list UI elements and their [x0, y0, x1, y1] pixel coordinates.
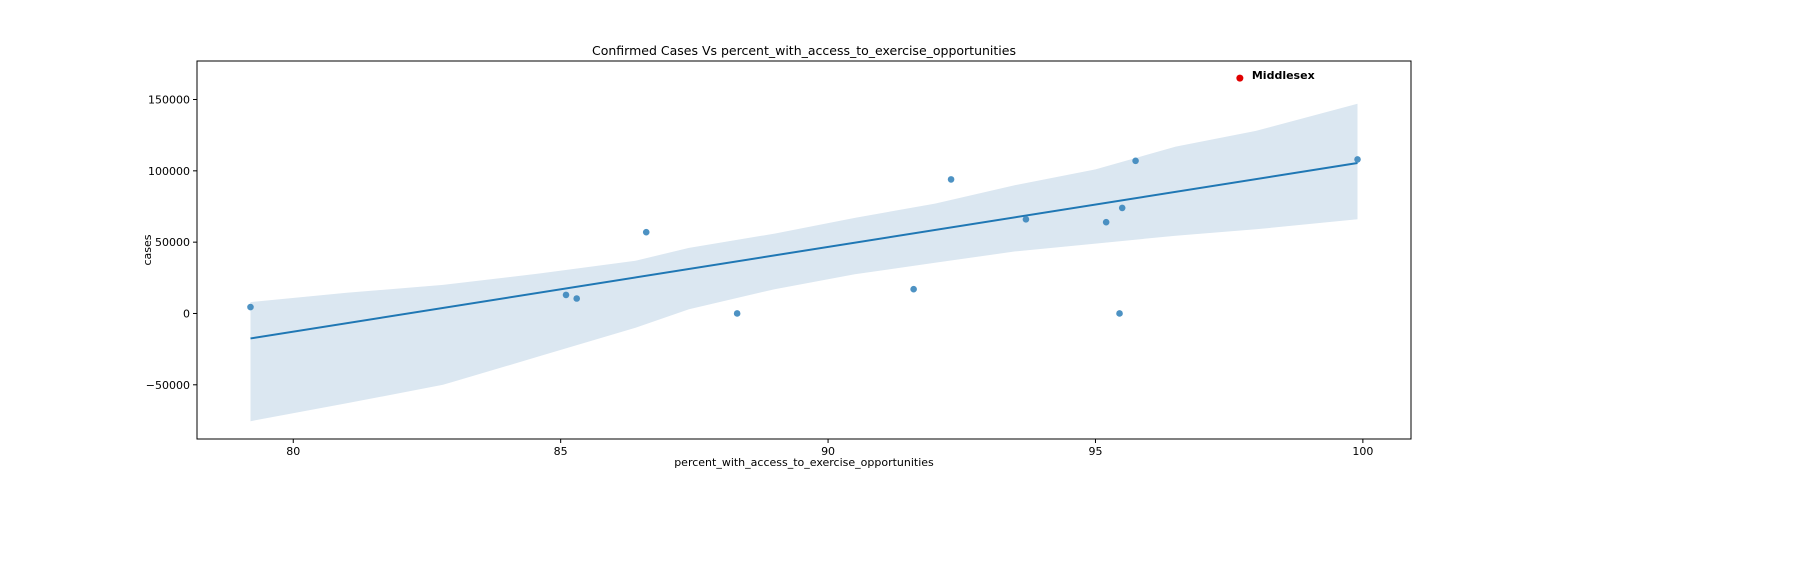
- data-point: [733, 310, 741, 317]
- y-tick-label: 0: [183, 307, 190, 320]
- data-point: [1116, 310, 1123, 317]
- data-point: [1132, 157, 1139, 165]
- highlight-layer: Middlesex: [1236, 69, 1315, 82]
- data-point: [1102, 218, 1110, 226]
- confidence-band-layer: [250, 103, 1358, 422]
- regression-line: [250, 162, 1358, 340]
- y-tick-label: 100000: [148, 165, 190, 178]
- data-point: [562, 291, 570, 299]
- x-tick-label: 100: [1352, 445, 1373, 458]
- highlight-point: [1236, 74, 1244, 82]
- data-point: [1354, 156, 1361, 163]
- y-tick-label: 50000: [155, 236, 190, 249]
- data-point: [247, 303, 254, 311]
- regression-line-layer: [250, 162, 1358, 340]
- y-tick-label: −50000: [146, 379, 190, 392]
- y-axis-label: cases: [141, 234, 154, 265]
- data-point: [1022, 216, 1030, 223]
- data-point: [573, 295, 581, 302]
- y-axis-ticks: −50000 0 50000 100000 150000: [146, 94, 197, 392]
- data-point: [947, 176, 955, 183]
- confidence-band: [250, 103, 1358, 422]
- y-tick-label: 150000: [148, 94, 190, 107]
- plot-frame: [196, 60, 1412, 440]
- x-axis-label: percent_with_access_to_exercise_opportun…: [674, 456, 934, 469]
- x-tick-label: 90: [821, 445, 835, 458]
- highlight-label: Middlesex: [1252, 69, 1315, 82]
- x-tick-label: 80: [286, 445, 300, 458]
- data-point: [910, 285, 917, 293]
- chart-title: Confirmed Cases Vs percent_with_access_t…: [592, 43, 1016, 58]
- data-point: [642, 228, 650, 236]
- data-point: [1118, 204, 1126, 212]
- data-points-layer: [247, 156, 1361, 317]
- x-tick-label: 95: [1088, 445, 1102, 458]
- x-axis-ticks: 80 85 90 95 100: [286, 439, 1373, 458]
- x-tick-label: 85: [554, 445, 568, 458]
